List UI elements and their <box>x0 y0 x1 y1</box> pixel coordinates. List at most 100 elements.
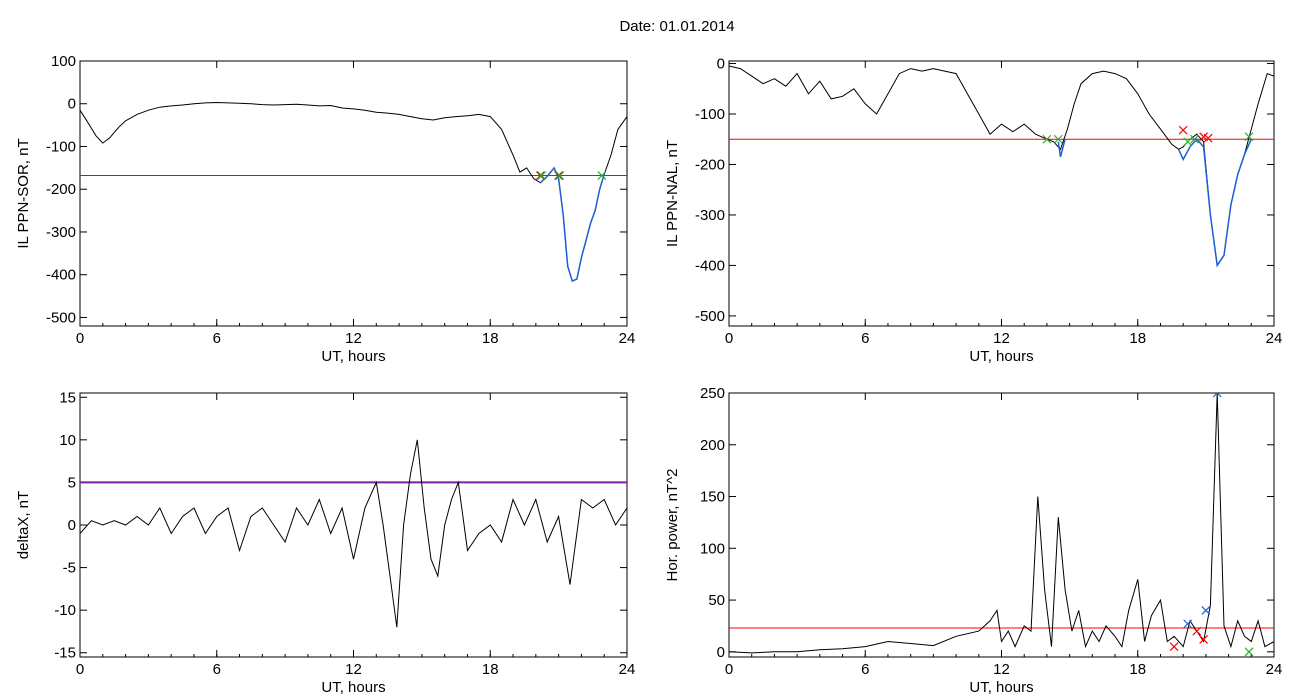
x-tick-label: 0 <box>76 330 84 347</box>
event-marker <box>1199 634 1209 644</box>
event-marker <box>537 171 546 180</box>
marker-stroke <box>1244 647 1254 657</box>
marker-stroke <box>554 171 564 180</box>
x-tick-label: 18 <box>482 330 499 347</box>
y-tick-label: -15 <box>54 645 76 662</box>
series-line <box>80 439 627 628</box>
marker-stroke <box>1192 626 1202 636</box>
x-axis-label: UT, hours <box>321 348 385 365</box>
marker-stroke <box>1178 125 1188 135</box>
y-tick-label: -200 <box>46 181 76 198</box>
marker-stroke <box>1199 634 1209 644</box>
marker-stroke <box>537 171 546 180</box>
event-marker <box>1212 393 1222 398</box>
event-marker <box>1042 134 1052 144</box>
date-title: Date: 01.01.2014 <box>619 18 735 35</box>
x-tick-label: 6 <box>861 661 869 678</box>
event-marker <box>554 171 564 180</box>
plot-frame <box>728 60 1275 327</box>
y-axis-label: Hor. power, nT^2 <box>664 469 681 582</box>
y-tick-label: 15 <box>59 389 76 406</box>
marker-stroke <box>1199 132 1209 142</box>
marker-stroke <box>1183 619 1193 629</box>
y-tick-label: -5 <box>63 560 76 577</box>
series-line <box>80 101 627 282</box>
y-tick-label: 5 <box>68 474 76 491</box>
event-marker <box>535 171 545 180</box>
event-marker <box>1053 134 1063 144</box>
x-tick-label: 0 <box>725 661 733 678</box>
y-tick-label: -400 <box>695 257 725 274</box>
event-marker <box>1190 134 1199 144</box>
marker-stroke <box>1244 132 1254 142</box>
y-tick-label: -200 <box>695 156 725 173</box>
event-marker <box>1244 132 1254 142</box>
x-tick-label: 24 <box>1266 661 1283 678</box>
y-tick-label: -500 <box>46 309 76 326</box>
event-marker <box>555 171 565 180</box>
plot-frame <box>79 60 628 327</box>
plot-area <box>729 393 1274 657</box>
y-tick-label: -100 <box>46 138 76 155</box>
y-tick-label: 200 <box>700 437 725 454</box>
y-tick-label: 50 <box>708 592 725 609</box>
marker-stroke <box>1183 137 1193 147</box>
y-tick-label: 0 <box>717 56 725 73</box>
event-marker <box>1183 137 1193 147</box>
plot-frame <box>728 392 1275 658</box>
x-tick-label: 0 <box>725 330 733 347</box>
plot-frame <box>79 392 628 658</box>
marker-stroke <box>1216 393 1222 398</box>
y-axis-label: deltaX, nT <box>15 491 32 559</box>
y-tick-label: -500 <box>695 308 725 325</box>
chart-panel-deltax: 0 6 12 18 24 15 10 5 0 -5 -10 -15 UT, hours deltaX, n… <box>15 389 635 696</box>
x-tick-label: 18 <box>1129 330 1146 347</box>
event-marker <box>1183 619 1193 629</box>
x-tick-label: 6 <box>861 330 869 347</box>
x-tick-label: 18 <box>482 661 499 678</box>
event-marker <box>1169 642 1179 652</box>
x-tick-label: 18 <box>1129 661 1146 678</box>
plot-area <box>729 65 1274 268</box>
y-tick-label: -100 <box>695 106 725 123</box>
x-axis-label: UT, hours <box>321 679 385 696</box>
marker-stroke <box>1190 134 1199 144</box>
x-tick-label: 24 <box>619 661 636 678</box>
y-tick-label: 150 <box>700 489 725 506</box>
y-tick-label: 100 <box>51 53 76 70</box>
marker-stroke <box>1203 133 1213 143</box>
marker-stroke <box>535 171 545 180</box>
marker-stroke <box>1201 605 1211 615</box>
x-tick-label: 12 <box>345 330 362 347</box>
y-axis-label: IL PPN-SOR, nT <box>15 138 32 248</box>
chart-panel-nal: 0 6 12 18 24 0 -100 -200 -300 -400 -500 UT, hours IL… <box>664 56 1282 365</box>
y-tick-label: 0 <box>717 644 725 661</box>
y-tick-label: -300 <box>46 224 76 241</box>
x-tick-label: 0 <box>76 661 84 678</box>
y-tick-label: -300 <box>695 207 725 224</box>
y-tick-label: 10 <box>59 432 76 449</box>
y-tick-label: -10 <box>54 602 76 619</box>
x-axis-label: UT, hours <box>969 348 1033 365</box>
series-line <box>729 393 1274 654</box>
y-tick-label: 100 <box>700 540 725 557</box>
chart-panel-sor: 0 6 12 18 24 100 0 -100 -200 -300 -400 -500 UT, hour… <box>15 53 635 365</box>
y-tick-label: 250 <box>700 385 725 402</box>
event-marker <box>1203 133 1213 143</box>
marker-stroke <box>555 171 565 180</box>
event-marker <box>1192 626 1202 636</box>
x-tick-label: 12 <box>993 330 1010 347</box>
event-marker <box>597 171 607 180</box>
highlight-segment <box>1057 139 1066 158</box>
marker-stroke <box>597 171 607 180</box>
x-tick-label: 6 <box>213 330 221 347</box>
marker-stroke <box>1212 393 1219 398</box>
event-marker <box>1244 647 1254 657</box>
marker-stroke <box>1053 134 1063 144</box>
chart-panel-power: 0 6 12 18 24 250 200 150 100 50 0 UT, hours Hor. pow… <box>664 385 1282 696</box>
y-tick-label: 0 <box>68 96 76 113</box>
x-axis-label: UT, hours <box>969 679 1033 696</box>
event-marker <box>1178 125 1188 135</box>
y-tick-label: -400 <box>46 267 76 284</box>
